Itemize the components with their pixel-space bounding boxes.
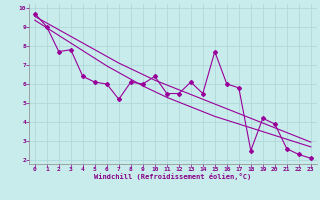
X-axis label: Windchill (Refroidissement éolien,°C): Windchill (Refroidissement éolien,°C) bbox=[94, 173, 252, 180]
